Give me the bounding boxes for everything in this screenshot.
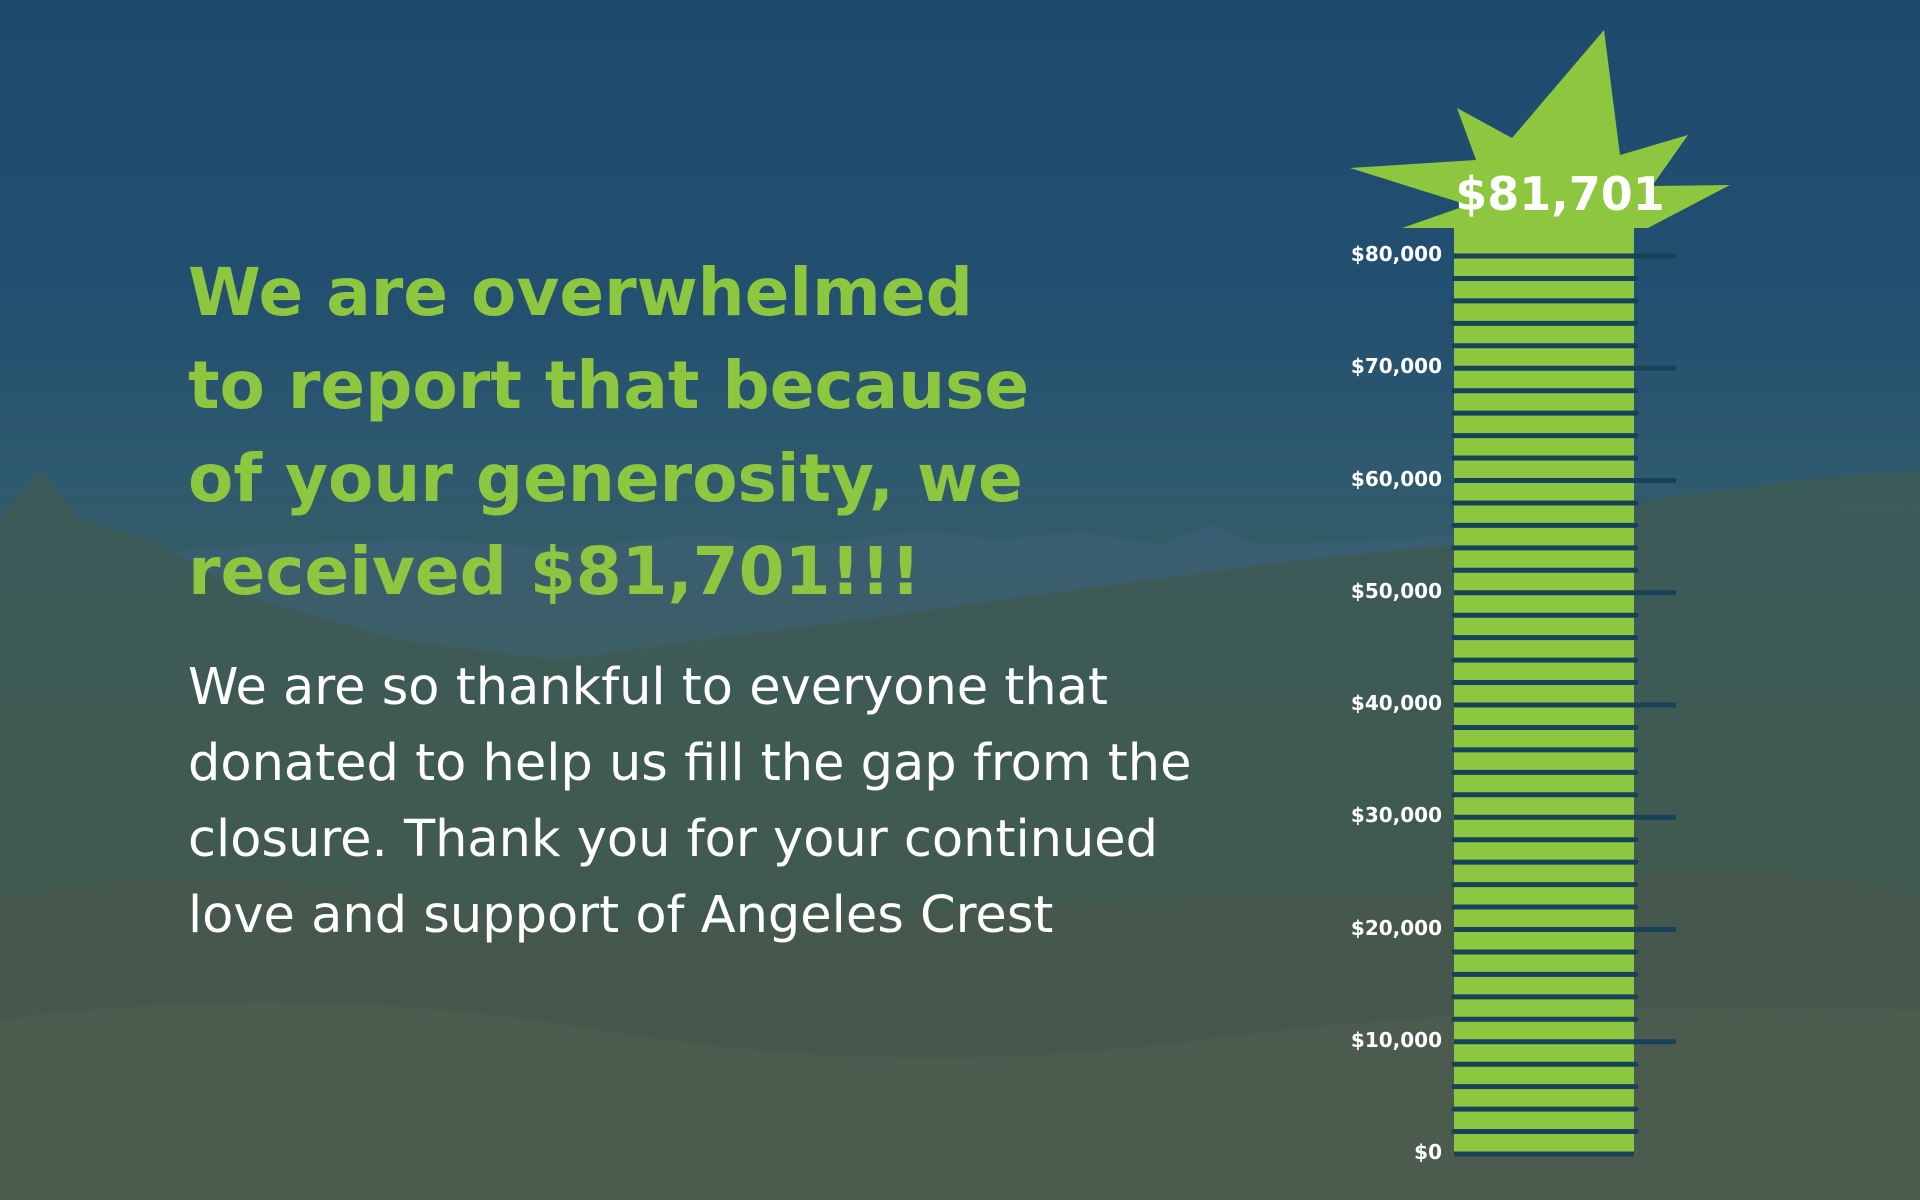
scale-label-50000: $50,000 bbox=[1350, 578, 1442, 603]
thank-you-message: We are so thankful to everyone that dona… bbox=[188, 658, 1192, 945]
scale-label-0: $0 bbox=[1414, 1140, 1442, 1164]
donation-thermometer bbox=[1300, 20, 1760, 1180]
scale-label-20000: $20,000 bbox=[1350, 915, 1442, 940]
headline: We are overwhelmed to report that becaus… bbox=[188, 254, 1030, 610]
scale-label-60000: $60,000 bbox=[1350, 466, 1442, 491]
total-raised: $81,701 bbox=[1455, 167, 1665, 221]
thermometer-tube bbox=[1454, 228, 1634, 1154]
scale-label-10000: $10,000 bbox=[1350, 1027, 1442, 1052]
scale-label-30000: $30,000 bbox=[1350, 803, 1442, 828]
scale-label-40000: $40,000 bbox=[1350, 691, 1442, 715]
thermometer-ticks bbox=[1451, 253, 1676, 1157]
scale-label-80000: $80,000 bbox=[1350, 242, 1442, 266]
scale-label-70000: $70,000 bbox=[1350, 354, 1442, 379]
starburst bbox=[1350, 30, 1730, 228]
